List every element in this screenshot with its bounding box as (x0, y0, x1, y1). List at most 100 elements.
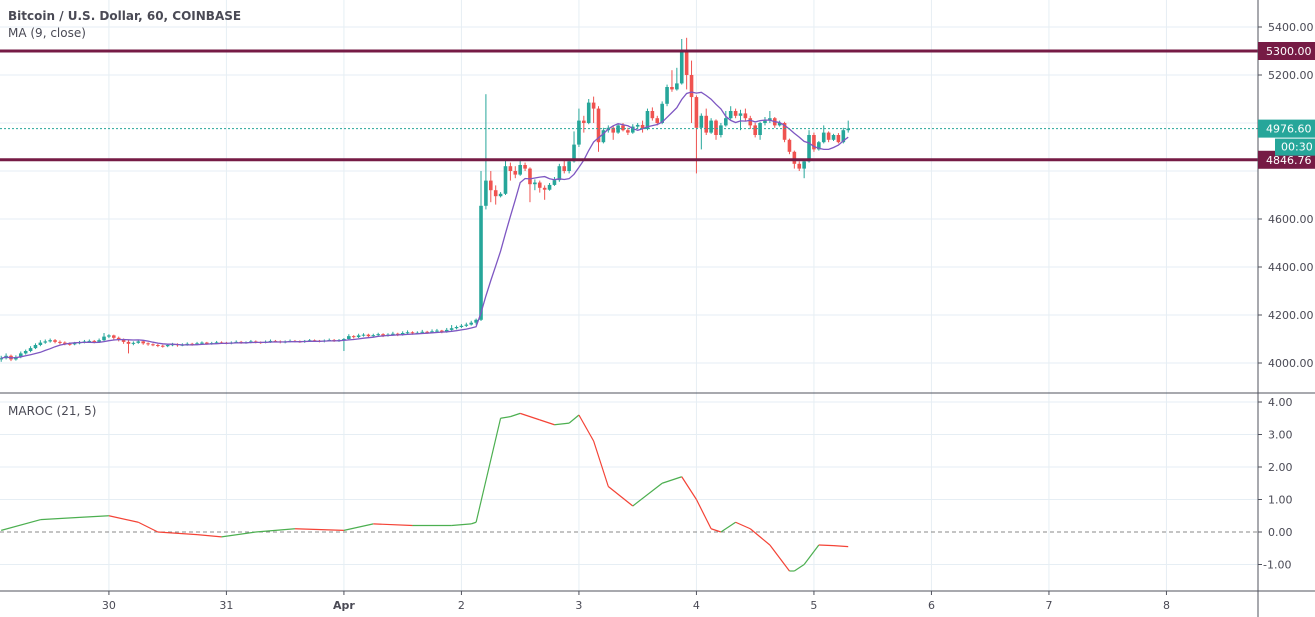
symbol-title: Bitcoin / U.S. Dollar, 60, COINBASE (8, 9, 242, 23)
candle-body (582, 120, 586, 123)
candle-body (87, 340, 92, 342)
candle-body (214, 342, 219, 344)
candle-body (33, 345, 38, 349)
candle-body (342, 339, 346, 341)
maroc-segment (1, 519, 41, 531)
maroc-segment (500, 416, 511, 419)
candle-body (268, 340, 273, 342)
candle-body (48, 340, 52, 342)
maroc-segment (720, 521, 736, 533)
candle-body (797, 163, 802, 169)
candle-body (650, 111, 655, 119)
candle-body (743, 113, 748, 119)
candles (0, 37, 851, 362)
maroc-segment (578, 414, 595, 442)
candle-body (38, 342, 43, 345)
candle-body (567, 161, 571, 171)
candle-body (131, 342, 136, 344)
candle-body (347, 336, 351, 339)
candle-body (160, 345, 165, 347)
time-tick-label: 6 (928, 599, 935, 612)
maroc-segment (108, 515, 139, 523)
candle-body (547, 184, 552, 190)
candle-body (440, 330, 444, 332)
candle-body (699, 115, 704, 128)
candle-body (121, 339, 126, 342)
candle-body (846, 128, 851, 131)
time-tick-label: 7 (1045, 599, 1052, 612)
price-tick-label: 4000.00 (1268, 357, 1314, 370)
candle-body (420, 331, 425, 333)
maroc-segment (196, 534, 222, 538)
maroc-segment (710, 528, 722, 533)
maroc-segment (803, 544, 820, 565)
candle-body (126, 341, 131, 344)
last-price-tag (1258, 119, 1315, 138)
maroc-segment (695, 499, 712, 530)
maroc-segment (138, 521, 159, 533)
candle-body (141, 341, 145, 344)
horizontal-levels[interactable] (0, 49, 1258, 162)
candle-body (356, 335, 361, 338)
candle-body (596, 108, 601, 143)
candle-body (831, 135, 836, 140)
candle-body (0, 358, 3, 360)
level-price-label: 4846.76 (1266, 154, 1312, 167)
candle-body (454, 327, 459, 329)
candle-body (684, 51, 689, 75)
candle-body (116, 337, 121, 340)
candle-body (489, 180, 493, 191)
candle-body (513, 171, 518, 175)
candle-body (802, 161, 806, 169)
candle-body (136, 341, 141, 343)
candle-body (591, 102, 596, 109)
candle-body (23, 351, 28, 354)
candle-body (753, 125, 757, 135)
candle-body (97, 340, 101, 342)
maroc-segment (451, 523, 472, 527)
candle-body (709, 120, 713, 133)
maroc-tick-label: 4.00 (1268, 396, 1293, 409)
candle-body (694, 97, 699, 128)
candle-body (518, 165, 522, 175)
candle-body (763, 120, 767, 123)
candle-body (670, 87, 674, 90)
candle-body (728, 111, 733, 119)
candle-body (464, 324, 469, 326)
candle-body (787, 139, 792, 152)
candle-body (493, 190, 498, 197)
candle-body (557, 166, 562, 181)
candle-body (410, 332, 415, 334)
candle-body (738, 113, 743, 116)
candle-body (479, 205, 483, 320)
candle-body (503, 166, 508, 194)
price-tick-label: 4600.00 (1268, 213, 1314, 226)
candle-body (552, 180, 557, 185)
candle-body (469, 322, 474, 325)
candle-body (444, 329, 449, 332)
maroc-segment (294, 528, 344, 531)
candle-body (53, 340, 57, 342)
time-tick-label: 8 (1163, 599, 1170, 612)
maroc-tick-label: 1.00 (1268, 494, 1293, 507)
maroc-segment (749, 528, 771, 546)
time-tick-label: 2 (458, 599, 465, 612)
candle-body (67, 343, 72, 345)
candle-body (748, 118, 753, 126)
maroc-segment (221, 531, 256, 538)
ma-legend: MA (9, close) (8, 26, 86, 40)
candle-body (635, 124, 640, 127)
price-tick-label: 5400.00 (1268, 21, 1314, 34)
candle-body (537, 182, 542, 188)
candle-body (376, 334, 380, 336)
maroc-segment (471, 521, 477, 525)
candle-body (474, 319, 478, 323)
maroc-indicator (1, 412, 849, 572)
maroc-segment (255, 528, 296, 533)
candle-body (601, 130, 606, 143)
candle-body (626, 130, 630, 133)
maroc-tick-label: 0.00 (1268, 526, 1293, 539)
candle-body (371, 335, 376, 337)
